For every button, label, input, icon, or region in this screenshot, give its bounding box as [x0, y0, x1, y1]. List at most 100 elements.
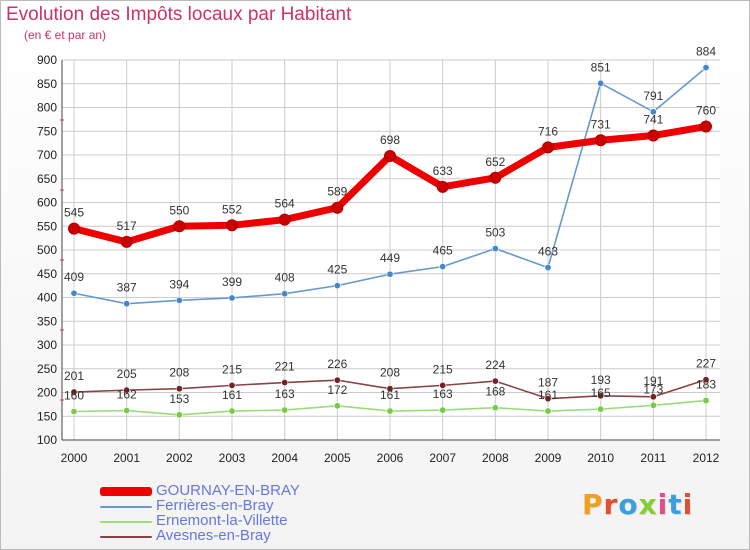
data-point-avesnes-en-bray: [597, 392, 605, 400]
data-point-ernemont-la-villette: [228, 407, 236, 415]
data-point-ferrieres-en-bray: [544, 264, 552, 272]
data-label: 224: [485, 358, 505, 372]
data-label: 161: [222, 388, 242, 402]
data-label: 731: [591, 117, 611, 131]
data-label: 425: [327, 263, 347, 277]
data-point-ernemont-la-villette: [544, 407, 552, 415]
data-label: 449: [380, 251, 400, 265]
data-point-ferrieres-en-bray: [439, 263, 447, 271]
x-tick-label: 2006: [377, 451, 404, 465]
data-label: 503: [485, 226, 505, 240]
data-label: 221: [275, 360, 295, 374]
data-point-gournay-en-bray: [647, 129, 660, 142]
data-point-ferrieres-en-bray: [175, 296, 183, 304]
y-tick-label: 150: [37, 409, 57, 423]
data-point-avesnes-en-bray: [228, 381, 236, 389]
y-tick-label: 850: [37, 77, 57, 91]
x-tick-label: 2003: [219, 451, 246, 465]
data-point-ernemont-la-villette: [702, 397, 710, 405]
data-point-gournay-en-bray: [436, 180, 449, 193]
data-point-gournay-en-bray: [542, 141, 554, 154]
y-tick-label: 100: [37, 433, 57, 447]
data-point-avesnes-en-bray: [386, 385, 394, 393]
data-label: 201: [64, 369, 84, 383]
data-point-gournay-en-bray: [120, 235, 133, 248]
data-point-gournay-en-bray: [331, 201, 344, 214]
data-label: 716: [538, 124, 558, 138]
legend-label: Avesnes-en-Bray: [156, 527, 271, 544]
data-label: 387: [117, 281, 137, 295]
data-point-avesnes-en-bray: [544, 395, 552, 403]
data-label: 791: [643, 89, 663, 103]
data-point-ferrieres-en-bray: [228, 294, 236, 302]
data-label: 698: [380, 133, 400, 147]
data-label: 652: [485, 155, 505, 169]
data-point-ferrieres-en-bray: [281, 290, 289, 298]
y-tick-label: 450: [37, 267, 57, 281]
data-point-ernemont-la-villette: [333, 402, 341, 410]
data-point-ernemont-la-villette: [281, 406, 289, 414]
x-tick-label: 2010: [587, 451, 614, 465]
data-point-ernemont-la-villette: [70, 407, 78, 415]
x-tick-label: 2007: [429, 451, 456, 465]
data-label: 160: [64, 389, 84, 403]
data-label: 187: [538, 376, 558, 390]
data-label: 550: [169, 203, 189, 217]
data-point-ernemont-la-villette: [123, 407, 131, 415]
data-label: 564: [275, 197, 295, 211]
data-label: 163: [433, 387, 453, 401]
data-label: 153: [169, 392, 189, 406]
data-label: 161: [380, 388, 400, 402]
data-point-gournay-en-bray: [226, 219, 238, 232]
data-label: 191: [643, 374, 663, 388]
data-label: 408: [275, 271, 295, 285]
data-point-ernemont-la-villette: [386, 407, 394, 415]
data-label: 851: [591, 60, 611, 74]
data-label: 884: [696, 45, 716, 59]
data-point-ferrieres-en-bray: [70, 289, 78, 297]
legend-swatch: [100, 536, 152, 538]
data-point-avesnes-en-bray: [702, 376, 710, 384]
data-point-avesnes-en-bray: [439, 381, 447, 389]
y-tick-label: 750: [37, 124, 57, 138]
x-tick-label: 2011: [640, 451, 666, 465]
y-tick-label: 700: [37, 148, 57, 162]
y-tick-label: 650: [37, 172, 57, 186]
y-tick-label: 550: [37, 219, 57, 233]
data-label: 409: [64, 270, 84, 284]
x-tick-label: 2000: [61, 451, 88, 465]
data-label: 227: [696, 357, 716, 371]
data-label: 205: [117, 367, 137, 381]
data-label: 394: [169, 277, 189, 291]
data-label: 517: [117, 219, 137, 233]
data-point-avesnes-en-bray: [70, 388, 78, 396]
legend-swatch: [100, 506, 152, 508]
y-tick-label: 900: [37, 53, 57, 67]
data-point-gournay-en-bray: [278, 213, 291, 226]
data-point-ferrieres-en-bray: [702, 64, 710, 72]
chart-subtitle: (en € et par an): [24, 28, 107, 42]
y-tick-label: 400: [37, 291, 57, 305]
data-label: 163: [275, 387, 295, 401]
data-label: 183: [696, 378, 716, 392]
data-label: 463: [538, 245, 558, 259]
data-point-avesnes-en-bray: [333, 376, 341, 384]
data-point-gournay-en-bray: [173, 220, 186, 233]
data-point-ferrieres-en-bray: [386, 270, 394, 278]
line-chart: 100 150 200 250 300 350 400 450 500 550 600 650 700 7…: [37, 45, 720, 465]
data-point-ferrieres-en-bray: [333, 282, 341, 290]
x-tick-label: 2005: [324, 451, 351, 465]
data-label: 208: [169, 366, 189, 380]
chart-title: Evolution des Impôts locaux par Habitant: [6, 4, 352, 25]
data-label: 545: [64, 206, 84, 220]
legend-swatch: [100, 521, 152, 523]
data-point-avesnes-en-bray: [281, 379, 289, 387]
data-point-avesnes-en-bray: [123, 386, 131, 394]
x-tick-label: 2001: [113, 451, 140, 465]
data-point-gournay-en-bray: [384, 149, 396, 162]
data-label: 226: [327, 357, 347, 371]
legend-label: Ferrières-en-Bray: [156, 497, 274, 514]
data-label: 760: [696, 104, 716, 118]
x-tick-label: 2002: [166, 451, 193, 465]
data-label: 589: [327, 185, 347, 199]
